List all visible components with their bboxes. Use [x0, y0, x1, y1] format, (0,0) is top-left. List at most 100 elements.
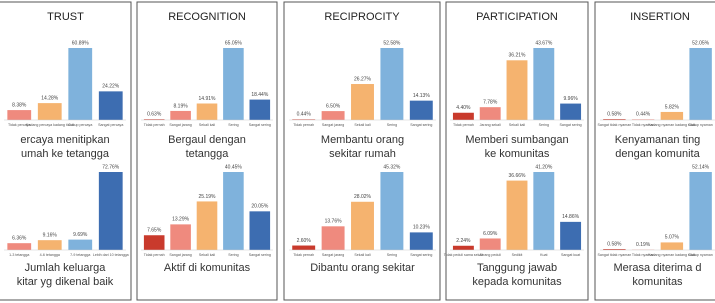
category-label: Sedikit	[512, 253, 523, 257]
value-label: 2.60%	[297, 238, 312, 244]
bar	[533, 172, 555, 250]
bar	[409, 100, 433, 120]
value-label: 0.58%	[607, 241, 622, 247]
value-label: 28.02%	[354, 194, 372, 200]
bar	[660, 111, 684, 120]
value-label: 4.40%	[456, 105, 471, 111]
category-label: Tidak pernah	[144, 123, 165, 127]
chart-caption: Merasa diterima d	[613, 262, 701, 274]
panel	[594, 1, 715, 301]
bar	[68, 239, 93, 250]
bar	[170, 224, 191, 250]
category-label: Tidak pernah	[293, 123, 314, 127]
panel	[136, 1, 278, 301]
category-label: Sering	[387, 253, 397, 257]
bar	[223, 172, 244, 250]
category-label: Sangat percaya	[98, 123, 123, 127]
value-label: 5.82%	[665, 104, 680, 110]
category-label: Sangat jarang	[169, 253, 191, 257]
bar	[689, 48, 712, 120]
bar	[506, 60, 528, 120]
category-label: Sangat tidak nyaman	[597, 123, 631, 127]
bar	[196, 103, 218, 120]
value-label: 8.38%	[12, 102, 27, 108]
bar	[631, 119, 655, 120]
category-label: Kadang nyaman kadang tidak	[648, 123, 696, 127]
value-label: 0.63%	[147, 112, 162, 118]
value-label: 41.20%	[535, 164, 553, 170]
chart-caption: Kenyamanan ting	[615, 134, 701, 146]
value-label: 5.07%	[665, 235, 680, 241]
bar	[506, 180, 528, 250]
bar	[223, 48, 244, 120]
value-label: 2.24%	[456, 238, 471, 244]
chart-caption: Jumlah keluarga	[25, 262, 107, 274]
bar	[479, 107, 501, 120]
bar	[37, 103, 62, 120]
value-label: 18.44%	[251, 92, 269, 98]
value-label: 14.91%	[199, 96, 217, 102]
value-label: 40.45%	[225, 164, 243, 170]
panel	[283, 1, 441, 301]
value-label: 9.16%	[43, 233, 58, 239]
panel	[0, 1, 132, 301]
chart-caption: Bergaul dengan	[168, 134, 246, 146]
panel-title: INSERTION	[630, 11, 690, 23]
value-label: 36.21%	[509, 53, 527, 59]
value-label: 7.65%	[147, 228, 162, 234]
bar	[603, 119, 626, 120]
bar	[68, 48, 93, 120]
value-label: 14.13%	[413, 93, 431, 99]
category-label: Sangat kuat	[561, 253, 580, 257]
bar	[143, 235, 165, 250]
chart-caption: tetangga	[186, 148, 230, 160]
category-label: Cukup nyaman	[689, 253, 713, 257]
category-label: Sekali kali	[354, 253, 370, 257]
chart-caption: umah ke tetangga	[21, 148, 110, 160]
value-label: 20.05%	[251, 204, 269, 210]
value-label: 14.86%	[562, 214, 580, 220]
category-label: Sangat jarang	[169, 123, 191, 127]
category-label: Sekali kali	[354, 123, 370, 127]
value-label: 6.50%	[326, 103, 341, 109]
bar	[196, 201, 218, 250]
panel-title: PARTICIPATION	[476, 11, 558, 23]
chart-caption: komunitas	[632, 276, 683, 288]
category-label: Sangat sering	[560, 123, 582, 127]
value-label: 65.05%	[225, 40, 243, 46]
category-label: Sangat sering	[249, 123, 271, 127]
chart-caption: kepada komunitas	[472, 276, 562, 288]
category-label: Sekali kali	[509, 123, 525, 127]
category-label: Sangat jarang	[322, 253, 344, 257]
value-label: 6.09%	[483, 231, 498, 237]
chart-caption: Tanggung jawab	[477, 262, 557, 274]
chart-caption: Dibantu orang sekitar	[310, 262, 415, 274]
value-label: 0.44%	[636, 112, 651, 118]
bar	[560, 221, 582, 250]
category-label: Sering	[387, 123, 397, 127]
bar	[351, 84, 374, 120]
bar	[143, 119, 165, 120]
category-label: Tidak pernah	[453, 123, 474, 127]
value-label: 72.76%	[102, 164, 120, 170]
bar	[37, 240, 62, 250]
value-label: 9.96%	[564, 96, 579, 102]
bar	[689, 172, 712, 250]
bar	[321, 111, 345, 120]
category-label: Tidak nyaman	[632, 253, 654, 257]
bar	[533, 48, 555, 120]
value-label: 8.19%	[174, 103, 189, 109]
value-label: 0.19%	[636, 242, 651, 248]
category-label: Tidak percaya	[8, 123, 30, 127]
value-label: 9.69%	[73, 232, 88, 238]
category-label: Tidak peduli sama sekali	[444, 253, 483, 257]
category-label: Sangat sering	[410, 253, 432, 257]
value-label: 52.14%	[692, 164, 710, 170]
panel-title: RECIPROCITY	[324, 11, 400, 23]
category-label: Tidak pernah	[293, 253, 314, 257]
chart-caption: Aktif di komunitas	[164, 262, 251, 274]
chart-caption: ercaya menitipkan	[20, 134, 109, 146]
category-label: Kadang percaya kadang tidak	[26, 123, 74, 127]
category-label: Sering	[228, 253, 238, 257]
